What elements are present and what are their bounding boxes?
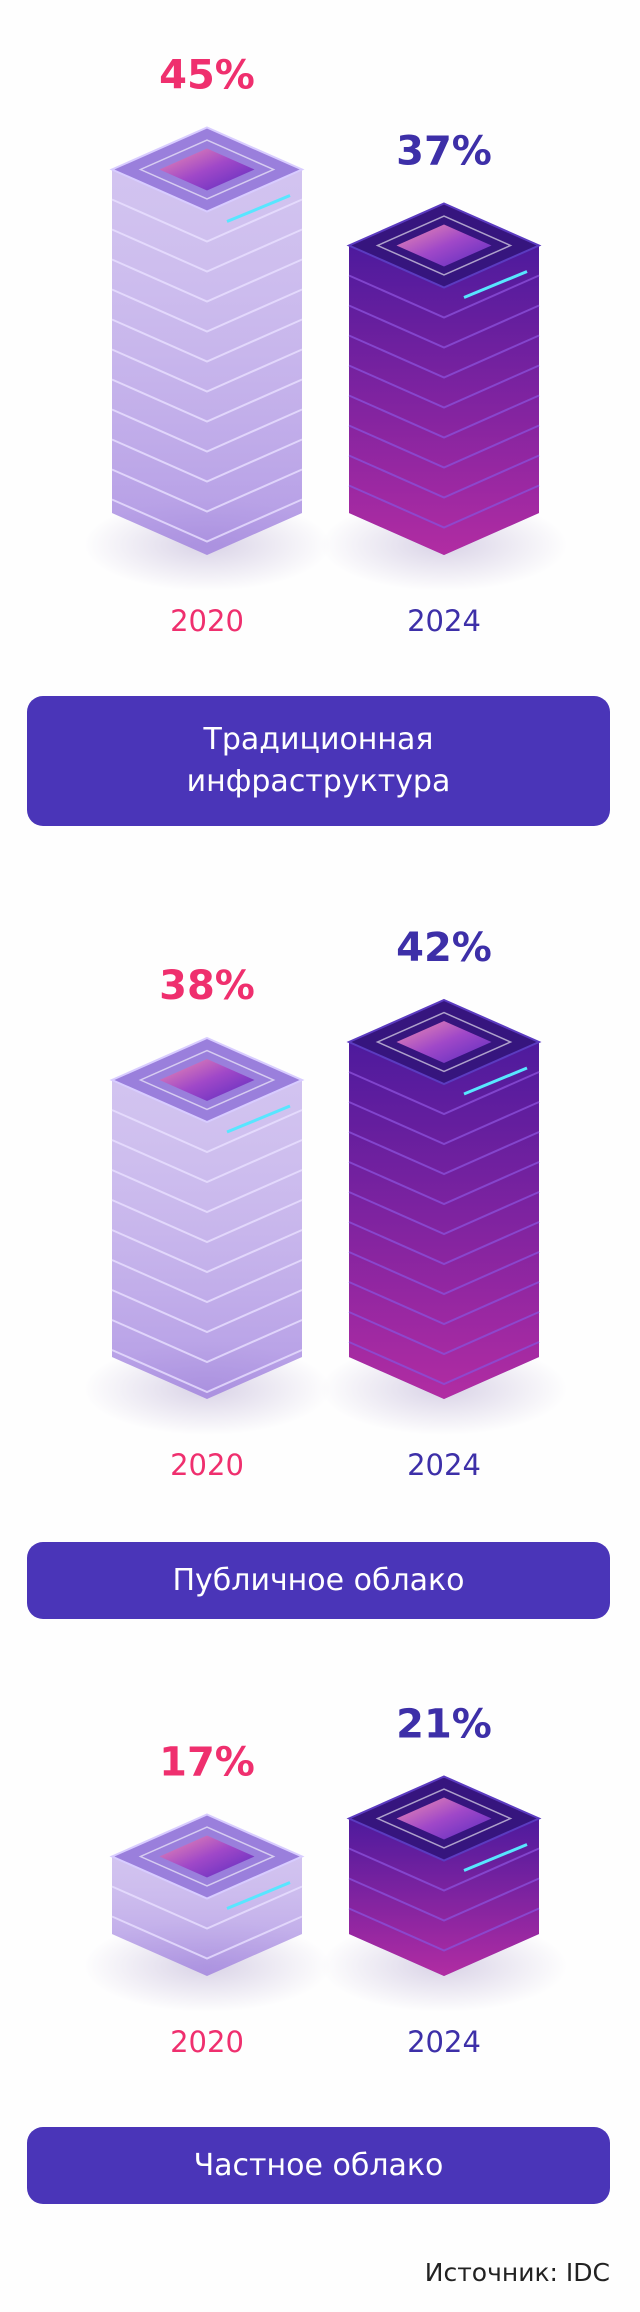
layer-edge — [111, 1259, 303, 1304]
layer-edge — [111, 378, 303, 423]
year-label: 2020 — [170, 2025, 244, 2059]
top-inner — [159, 148, 255, 191]
top-frame — [138, 1049, 276, 1111]
layer-edge — [348, 1161, 540, 1206]
layer-edge — [348, 364, 540, 409]
layer-edge — [348, 1281, 540, 1326]
year-label: 2020 — [170, 604, 244, 638]
category-box: Частное облако — [27, 2127, 610, 2204]
top-frame — [138, 139, 276, 200]
top-inner — [396, 1021, 492, 1063]
year-label: 2020 — [170, 1448, 244, 1482]
layer-edge — [111, 498, 303, 543]
value-label: 42% — [396, 925, 492, 971]
layer-edge — [348, 304, 540, 349]
layer-edge — [348, 1101, 540, 1146]
top-frame — [375, 215, 513, 276]
layer-edge — [348, 1131, 540, 1176]
layer-edge — [348, 334, 540, 379]
layer-edge — [111, 198, 303, 243]
value-label: 17% — [159, 1740, 255, 1786]
layer-edge — [111, 468, 303, 513]
layer-edge — [348, 1221, 540, 1266]
layer-edge — [111, 1199, 303, 1244]
layer-edge — [111, 1289, 303, 1334]
category-box: Публичное облако — [27, 1542, 610, 1619]
layer-edge — [348, 1251, 540, 1296]
layer-edge — [348, 1847, 540, 1892]
layer-edge — [348, 1191, 540, 1236]
tower-shade — [349, 1042, 539, 1399]
top-frame — [138, 1826, 276, 1887]
category-box: Традиционная инфраструктура — [27, 696, 610, 826]
value-label: 21% — [396, 1702, 492, 1748]
layer-edge — [348, 274, 540, 319]
tower-shade — [349, 245, 539, 555]
layer-edge — [111, 1349, 303, 1394]
layer-edge — [348, 1071, 540, 1116]
layer-edge — [111, 348, 303, 393]
value-label: 38% — [159, 963, 255, 1009]
layer-edge — [111, 1885, 303, 1930]
top-frame — [375, 1011, 513, 1073]
layer-edge — [111, 258, 303, 303]
layer-edge — [111, 288, 303, 333]
category-title: Традиционная инфраструктура — [186, 722, 451, 799]
top-frame — [375, 1788, 513, 1849]
led — [226, 1104, 291, 1134]
layer-edge — [111, 1109, 303, 1154]
layer-edge — [111, 228, 303, 273]
layer-edge — [111, 1915, 303, 1960]
layer-edge — [348, 1877, 540, 1922]
layer-edge — [348, 1311, 540, 1356]
tower-shade — [112, 1856, 302, 1976]
layer-edge — [348, 394, 540, 439]
layer-edge — [111, 1229, 303, 1274]
led — [226, 1881, 291, 1910]
layer-edge — [111, 408, 303, 453]
category-title: Публичное облако — [172, 1562, 465, 1598]
layer-edge — [348, 1907, 540, 1952]
top-inner — [396, 1797, 492, 1840]
top-inner — [396, 224, 492, 267]
layer-edge — [111, 438, 303, 483]
layer-edge — [111, 318, 303, 363]
year-label: 2024 — [407, 2025, 481, 2059]
top-inner — [159, 1835, 255, 1878]
led — [463, 270, 528, 299]
layer-edge — [348, 484, 540, 529]
value-label: 45% — [159, 53, 255, 99]
led — [226, 194, 291, 223]
led — [463, 1066, 528, 1096]
layer-edge — [111, 1169, 303, 1214]
year-label: 2024 — [407, 1448, 481, 1482]
year-label: 2024 — [407, 604, 481, 638]
category-title: Частное облако — [193, 2147, 444, 2183]
layer-edge — [348, 424, 540, 469]
led — [463, 1843, 528, 1872]
layer-edge — [111, 1319, 303, 1364]
top-inner — [159, 1059, 255, 1101]
layer-edge — [348, 1341, 540, 1386]
value-label: 37% — [396, 129, 492, 175]
tower-shade — [112, 1080, 302, 1399]
layer-edge — [348, 454, 540, 499]
source: Источник: IDC — [424, 2258, 610, 2287]
layer-edge — [111, 1139, 303, 1184]
